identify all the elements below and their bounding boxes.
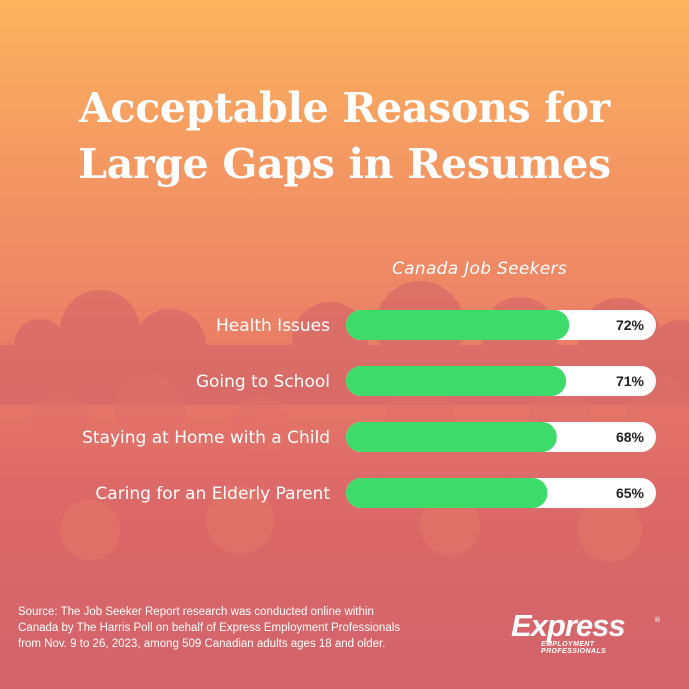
source-note: Source: The Job Seeker Report research w… bbox=[18, 604, 498, 652]
bar bbox=[346, 422, 557, 452]
title-line-1: Acceptable Reasons for bbox=[79, 84, 610, 132]
value-label: 65% bbox=[616, 485, 645, 501]
bar bbox=[346, 310, 570, 340]
series-label: Canada Job Seekers bbox=[392, 259, 567, 279]
page-title: Acceptable Reasons for Large Gaps in Res… bbox=[0, 80, 689, 192]
value-label: 71% bbox=[616, 373, 645, 389]
category-label: Health Issues bbox=[216, 316, 330, 336]
category-label: Caring for an Elderly Parent bbox=[95, 484, 330, 504]
bar bbox=[346, 478, 548, 508]
category-label: Staying at Home with a Child bbox=[82, 428, 330, 448]
category-label: Going to School bbox=[196, 372, 330, 392]
source-line-2: Canada by The Harris Poll on behalf of E… bbox=[18, 622, 401, 634]
source-line-3: from Nov. 9 to 26, 2023, among 509 Canad… bbox=[18, 638, 386, 650]
logo-wordmark: Express bbox=[511, 608, 626, 643]
registered-mark: ® bbox=[654, 616, 661, 624]
source-line-1: Source: The Job Seeker Report research w… bbox=[18, 606, 374, 618]
value-label: 68% bbox=[616, 429, 645, 445]
title-line-2: Large Gaps in Resumes bbox=[78, 140, 611, 188]
bar-row: Going to School 71% bbox=[196, 366, 656, 396]
logo-tagline: EMPLOYMENT PROFESSIONALS bbox=[541, 641, 607, 655]
bar-row: Staying at Home with a Child 68% bbox=[82, 422, 656, 452]
express-logo: Express EMPLOYMENT PROFESSIONALS ® bbox=[511, 610, 661, 656]
value-label: 72% bbox=[616, 317, 645, 333]
bar bbox=[346, 366, 567, 396]
bar-row: Health Issues 72% bbox=[216, 310, 656, 340]
bar-row: Caring for an Elderly Parent 65% bbox=[95, 478, 656, 508]
